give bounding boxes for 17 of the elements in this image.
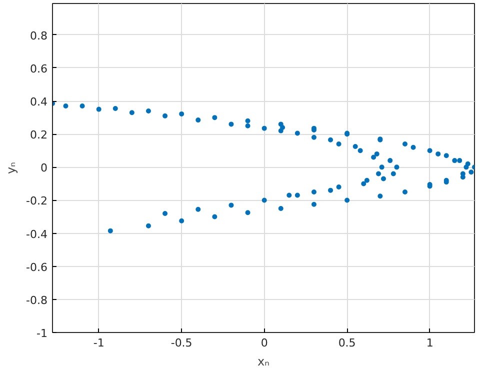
y-tick-label: 0 [40, 162, 48, 175]
x-tick-label: -1 [93, 336, 104, 350]
y-tick-label: -0.2 [26, 194, 48, 208]
x-tick-label: -0.5 [170, 336, 192, 350]
y-axis-title: yₙ [4, 162, 18, 174]
x-tick-label: 0 [260, 336, 268, 350]
x-tick-label: 0.5 [338, 336, 356, 350]
y-tick-label: 0.6 [30, 62, 48, 76]
y-tick-label: -0.8 [26, 294, 48, 307]
y-tick-label: 0.8 [30, 29, 48, 42]
x-tick-label: 1 [426, 336, 434, 350]
y-tick-label: 0.2 [30, 128, 48, 142]
y-tick-label: -0.4 [26, 228, 48, 241]
y-tick-label: -1 [36, 327, 48, 340]
x-axis-title: xₙ [258, 354, 270, 368]
y-tick-label: 0.4 [30, 96, 48, 109]
y-tick-label: -0.6 [26, 260, 48, 274]
